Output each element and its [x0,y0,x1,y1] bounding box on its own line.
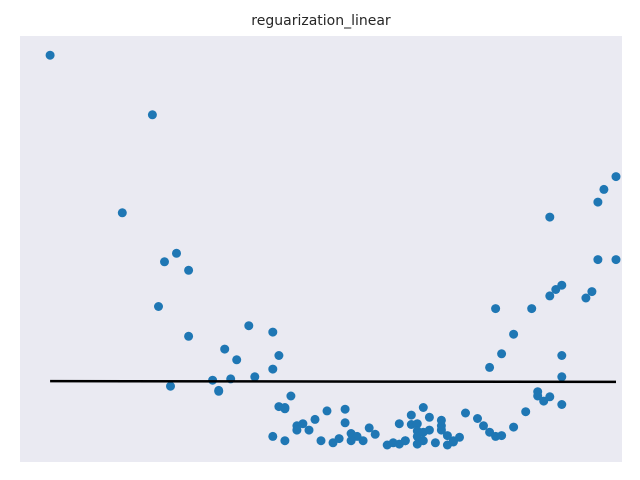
data-point-6 [154,302,163,311]
data-point-5 [184,265,194,275]
data-point-62 [418,403,428,412]
data-point-94 [545,212,555,222]
data-point-98 [268,327,278,337]
data-point-53 [418,436,428,446]
data-point-34 [340,404,350,414]
data-point-78 [557,372,567,382]
data-point-66 [461,408,470,418]
data-point-71 [497,431,507,441]
data-point-37 [358,436,368,446]
data-point-38 [364,423,374,433]
data-point-4 [172,248,181,258]
data-point-90 [611,172,621,182]
data-point-96 [557,351,567,360]
data-point-29 [316,436,326,446]
data-point-39 [370,429,380,439]
chart-title: reguarization_linear [251,13,391,29]
data-point-57 [430,438,440,448]
data-point-60 [455,432,464,442]
data-point-80 [485,362,495,372]
data-point-27 [310,414,320,424]
data-point-22 [280,436,290,446]
data-point-65 [436,415,446,425]
data-point-76 [545,392,555,402]
data-point-97 [274,351,284,360]
data-point-67 [473,414,482,423]
data-point-82 [509,329,519,339]
data-point-83 [527,304,537,314]
data-point-86 [545,291,555,301]
data-point-44 [394,419,404,429]
data-point-61 [448,437,458,447]
data-point-91 [593,197,603,207]
data-point-87 [581,293,591,303]
data-point-50 [424,425,434,435]
data-point-36 [346,436,356,446]
data-point-32 [340,418,350,428]
data-point-17 [214,386,224,396]
data-point-26 [292,425,302,435]
data-point-1 [147,110,157,120]
data-point-79 [533,387,543,397]
data-point-72 [509,422,519,432]
data-point-10 [232,355,242,365]
data-point-93 [611,255,621,265]
data-point-63 [424,412,434,422]
data-point-56 [442,431,452,441]
data-point-81 [497,349,507,359]
data-point-3 [160,257,169,267]
data-point-18 [286,391,296,401]
fit-line [50,379,617,384]
data-point-99 [280,404,290,414]
data-point-73 [521,407,531,417]
data-point-68 [479,421,488,431]
data-point-25 [304,425,314,435]
plot-area [20,36,622,462]
data-point-28 [322,406,332,416]
data-point-14 [250,372,260,382]
data-point-0 [45,50,55,60]
data-point-46 [412,419,422,429]
data-point-15 [166,381,175,391]
data-point-2 [117,208,127,218]
data-point-21 [268,431,278,441]
data-point-54 [400,436,410,446]
data-point-7 [184,331,194,341]
data-point-85 [557,280,567,290]
data-point-31 [334,434,344,444]
data-point-89 [593,255,603,265]
data-point-8 [220,344,230,354]
data-point-11 [268,364,278,374]
data-point-92 [599,184,609,194]
data-point-51 [406,410,416,420]
data-point-9 [244,321,254,331]
data-point-77 [557,400,567,409]
data-point-95 [491,304,501,314]
data-point-88 [587,287,597,297]
